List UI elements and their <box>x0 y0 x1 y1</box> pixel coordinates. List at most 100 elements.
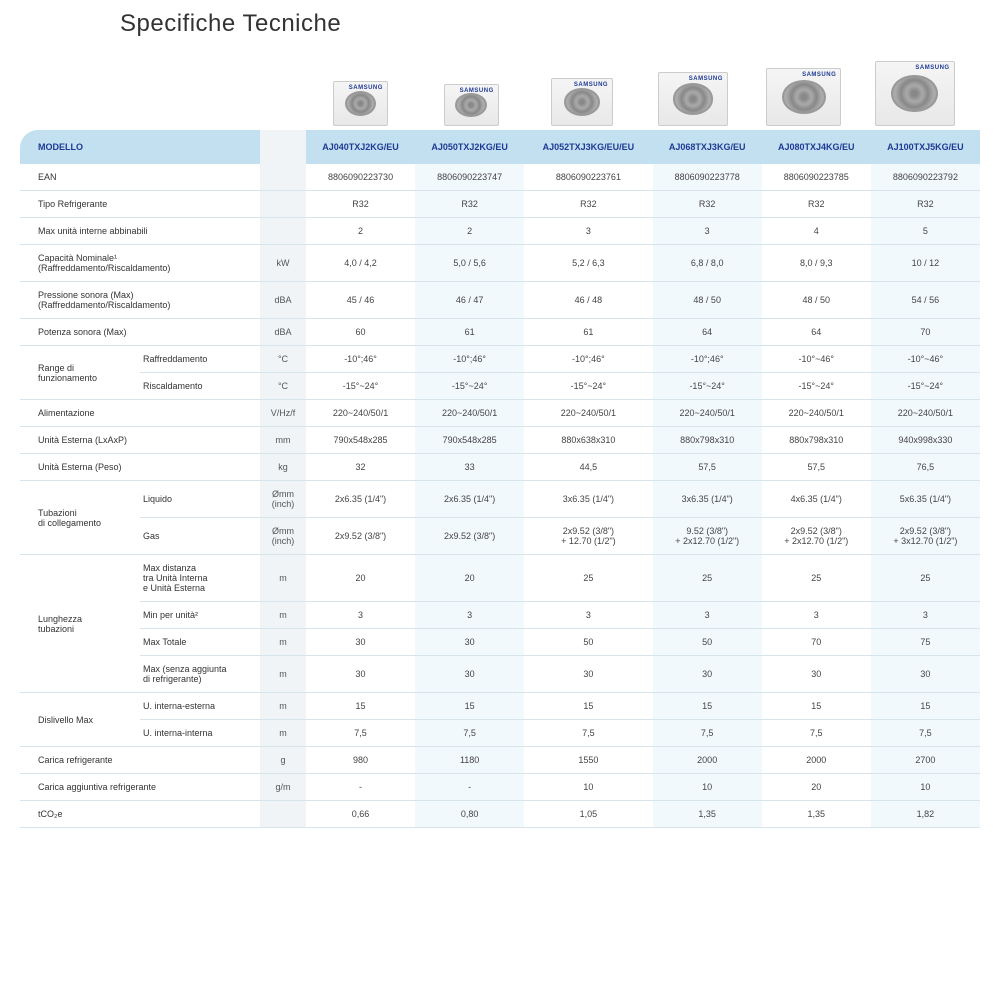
unit-cell: dBA <box>260 319 306 346</box>
row-label-group: Tubazionidi collegamento <box>20 481 140 555</box>
data-cell: 2x9.52 (3/8") <box>306 518 415 555</box>
row-sublabel: Raffreddamento <box>140 346 260 373</box>
table-row: LunghezzatubazioniMax distanzatra Unità … <box>20 555 980 602</box>
data-cell: 30 <box>871 656 980 693</box>
data-cell: 4,0 / 4,2 <box>306 245 415 282</box>
data-cell: 7,5 <box>524 720 652 747</box>
data-cell: 8806090223792 <box>871 164 980 191</box>
data-cell: 46 / 47 <box>415 282 524 319</box>
data-cell: -10°;46° <box>524 346 652 373</box>
data-cell: 8806090223761 <box>524 164 652 191</box>
data-cell: 2x9.52 (3/8") <box>415 518 524 555</box>
data-cell: 3 <box>306 602 415 629</box>
data-cell: 30 <box>524 656 652 693</box>
table-row: tCO₂e0,660,801,051,351,351,82 <box>20 801 980 828</box>
data-cell: 880x638x310 <box>524 427 652 454</box>
data-cell: 54 / 56 <box>871 282 980 319</box>
unit-cell: m <box>260 656 306 693</box>
unit-cell: V/Hz/f <box>260 400 306 427</box>
data-cell: 61 <box>415 319 524 346</box>
unit-cell: m <box>260 693 306 720</box>
model-header: AJ100TXJ5KG/EU <box>871 130 980 164</box>
row-label: Capacità Nominale¹(Raffreddamento/Riscal… <box>20 245 260 282</box>
table-row: Tipo RefrigeranteR32R32R32R32R32R32 <box>20 191 980 218</box>
data-cell: 46 / 48 <box>524 282 652 319</box>
data-cell: 3 <box>524 218 652 245</box>
data-cell: 2000 <box>653 747 762 774</box>
data-cell: 8806090223747 <box>415 164 524 191</box>
data-cell: 70 <box>762 629 871 656</box>
row-sublabel: Min per unità² <box>140 602 260 629</box>
data-cell: 1550 <box>524 747 652 774</box>
data-cell: 1,05 <box>524 801 652 828</box>
data-cell: 7,5 <box>871 720 980 747</box>
row-label: Tipo Refrigerante <box>20 191 260 218</box>
data-cell: 75 <box>871 629 980 656</box>
data-cell: -15°~24° <box>415 373 524 400</box>
unit-cell: kg <box>260 454 306 481</box>
data-cell: 7,5 <box>415 720 524 747</box>
model-header: AJ068TXJ3KG/EU <box>653 130 762 164</box>
row-label: Alimentazione <box>20 400 260 427</box>
data-cell: 7,5 <box>653 720 762 747</box>
data-cell: 2000 <box>762 747 871 774</box>
data-cell: -10°;46° <box>653 346 762 373</box>
table-row: Potenza sonora (Max)dBA606161646470 <box>20 319 980 346</box>
data-cell: - <box>415 774 524 801</box>
data-cell: 45 / 46 <box>306 282 415 319</box>
row-label: Unità Esterna (Peso) <box>20 454 260 481</box>
data-cell: 0,80 <box>415 801 524 828</box>
data-cell: 1,35 <box>762 801 871 828</box>
data-cell: 15 <box>762 693 871 720</box>
table-row: AlimentazioneV/Hz/f 220~240/50/1220~240/5… <box>20 400 980 427</box>
unit-cell: m <box>260 720 306 747</box>
unit-cell: °C <box>260 346 306 373</box>
data-cell: 8806090223730 <box>306 164 415 191</box>
table-row: Unità Esterna (Peso)kg323344,557,557,576… <box>20 454 980 481</box>
data-cell: 33 <box>415 454 524 481</box>
data-cell: 220~240/50/1 <box>524 400 652 427</box>
data-cell: 5,2 / 6,3 <box>524 245 652 282</box>
data-cell: 2x6.35 (1/4") <box>306 481 415 518</box>
spec-table-wrap: MODELLO AJ040TXJ2KG/EUAJ050TXJ2KG/EUAJ05… <box>20 130 980 828</box>
data-cell: 8806090223778 <box>653 164 762 191</box>
data-cell: 1,35 <box>653 801 762 828</box>
data-cell: 3 <box>415 602 524 629</box>
row-sublabel: Gas <box>140 518 260 555</box>
data-cell: 30 <box>653 656 762 693</box>
row-sublabel: Max Totale <box>140 629 260 656</box>
data-cell: 30 <box>306 629 415 656</box>
data-cell: 2x9.52 (3/8")+ 3x12.70 (1/2") <box>871 518 980 555</box>
table-row: Carica refrigeranteg98011801550200020002… <box>20 747 980 774</box>
product-images-row: SAMSUNGSAMSUNGSAMSUNGSAMSUNGSAMSUNGSAMSU… <box>20 46 980 126</box>
data-cell: - <box>306 774 415 801</box>
data-cell: 940x998x330 <box>871 427 980 454</box>
product-image: SAMSUNG <box>416 84 527 126</box>
header-modello: MODELLO <box>20 130 260 164</box>
row-sublabel: U. interna-esterna <box>140 693 260 720</box>
data-cell: 220~240/50/1 <box>415 400 524 427</box>
data-cell: 4x6.35 (1/4") <box>762 481 871 518</box>
data-cell: 48 / 50 <box>653 282 762 319</box>
row-sublabel: Riscaldamento <box>140 373 260 400</box>
data-cell: 5 <box>871 218 980 245</box>
data-cell: 2 <box>415 218 524 245</box>
data-cell: 1180 <box>415 747 524 774</box>
table-row: Range difunzionamentoRaffreddamento°C-10… <box>20 346 980 373</box>
row-label-group: Lunghezzatubazioni <box>20 555 140 693</box>
data-cell: -15°~24° <box>653 373 762 400</box>
data-cell: 20 <box>415 555 524 602</box>
table-row: Dislivello MaxU. interna-esternam1515151… <box>20 693 980 720</box>
model-header: AJ040TXJ2KG/EU <box>306 130 415 164</box>
data-cell: 10 / 12 <box>871 245 980 282</box>
unit-cell: dBA <box>260 282 306 319</box>
data-cell: R32 <box>653 191 762 218</box>
table-row: Riscaldamento°C-15°~24°-15°~24°-15°~24°-… <box>20 373 980 400</box>
data-cell: 2x9.52 (3/8")+ 12.70 (1/2") <box>524 518 652 555</box>
table-row: Min per unità²m333333 <box>20 602 980 629</box>
unit-cell <box>260 164 306 191</box>
data-cell: 30 <box>762 656 871 693</box>
data-cell: 25 <box>762 555 871 602</box>
table-row: Max unità interne abbinabili223345 <box>20 218 980 245</box>
data-cell: R32 <box>762 191 871 218</box>
